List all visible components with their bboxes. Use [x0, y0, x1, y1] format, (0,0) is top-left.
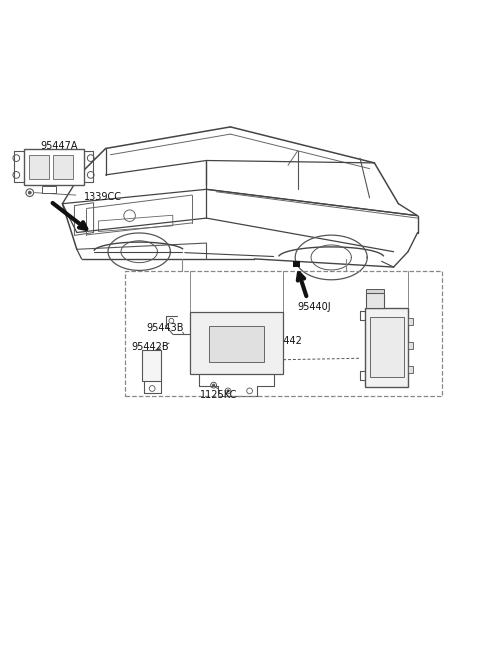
Bar: [24, 148, 84, 185]
Bar: [142, 350, 161, 381]
Circle shape: [28, 191, 31, 194]
Circle shape: [230, 344, 233, 347]
Bar: [29, 155, 49, 179]
Text: 1339CC: 1339CC: [84, 191, 122, 202]
Bar: [408, 366, 413, 373]
Circle shape: [227, 390, 229, 392]
Text: 95443B: 95443B: [146, 323, 184, 333]
Bar: [408, 318, 413, 325]
Bar: [366, 294, 384, 308]
Text: 95442B: 95442B: [132, 342, 169, 352]
Text: 95440J: 95440J: [298, 302, 331, 312]
Circle shape: [213, 384, 215, 386]
Bar: [366, 288, 384, 294]
Text: 95442: 95442: [271, 336, 302, 346]
Text: 1125KC: 1125KC: [200, 390, 237, 400]
Bar: [408, 342, 413, 349]
Bar: [293, 261, 300, 267]
Bar: [365, 308, 408, 387]
Bar: [190, 311, 283, 374]
Text: 95447A: 95447A: [41, 141, 78, 151]
Bar: [209, 326, 264, 362]
Text: 1338AC: 1338AC: [235, 330, 273, 340]
Bar: [53, 155, 73, 179]
Bar: [370, 317, 404, 378]
Bar: [42, 186, 56, 193]
